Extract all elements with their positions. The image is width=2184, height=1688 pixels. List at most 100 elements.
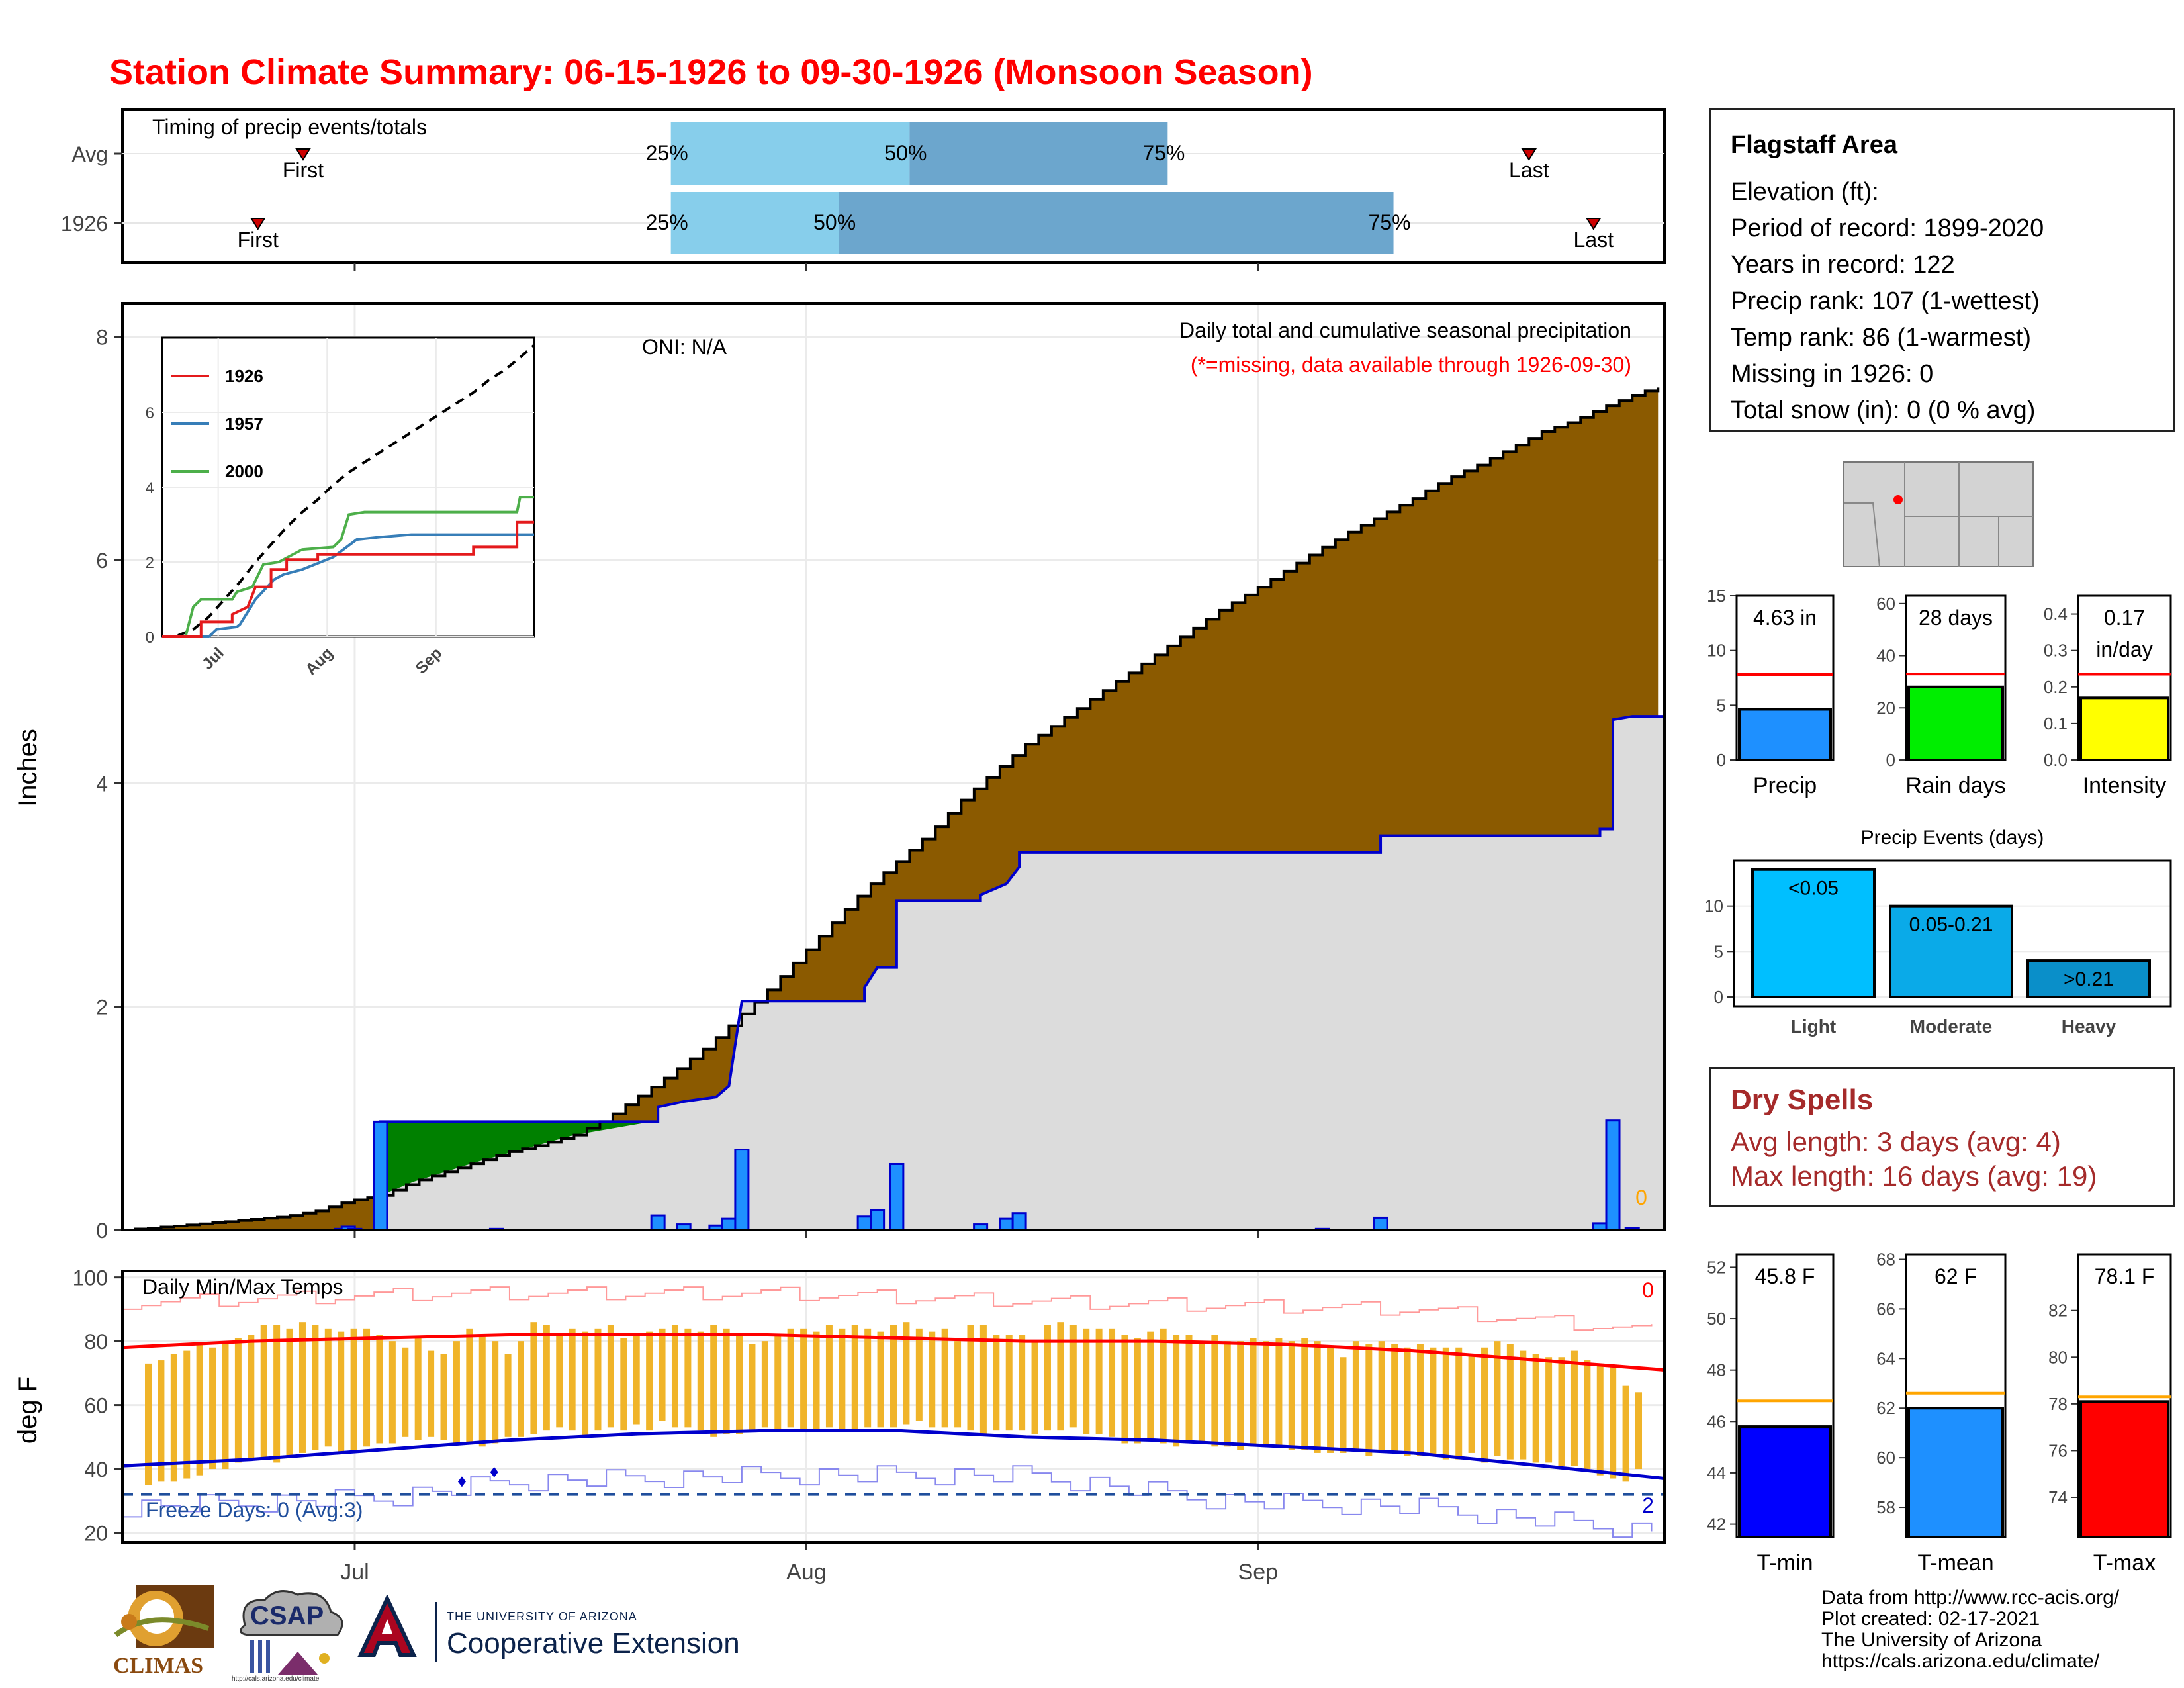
daily-temp-bar [749, 1344, 756, 1431]
timing-row-label: Avg [71, 142, 108, 166]
daily-temp-bar [1147, 1331, 1154, 1440]
timing-bar-50-75 [909, 122, 1168, 185]
tmin-summary-y-tick-label: 44 [1707, 1463, 1726, 1483]
precip-total-y-tick-label: 10 [1707, 641, 1726, 661]
rain-days-y-tick-label: 40 [1876, 646, 1895, 666]
tmax-summary-x-label: T-max [2093, 1550, 2156, 1575]
station-precip-rank: Precip rank: 107 (1-wettest) [1731, 287, 2040, 315]
dry-spells-max: Max length: 16 days (avg: 19) [1731, 1160, 2097, 1192]
daily-temp-bar [183, 1350, 191, 1479]
station-missing: Missing in 1926: 0 [1731, 360, 1934, 388]
rain-days-y-tick-label: 60 [1876, 594, 1895, 614]
daily-temp-bar [839, 1328, 846, 1431]
first-event-marker [250, 218, 266, 230]
temp-y-tick-label: 20 [84, 1522, 108, 1546]
csap-logo: CSAP http://cals.arizona.edu/climate [232, 1585, 351, 1685]
tmean-summary-value-label: 62 F [1934, 1264, 1977, 1288]
tmin-summary-y-tick-label: 52 [1707, 1257, 1726, 1277]
daily-temp-bar [170, 1354, 177, 1482]
ua-big-text: Cooperative Extension [447, 1627, 740, 1660]
rain-days-y-tick-label: 0 [1886, 750, 1895, 770]
daily-temp-bar [607, 1325, 614, 1428]
tmean-summary-y-tick-label: 66 [1876, 1299, 1895, 1319]
daily-temp-bar [1596, 1363, 1604, 1476]
tmax-summary-y-tick-label: 74 [2048, 1487, 2068, 1507]
daily-temp-bar [1185, 1335, 1193, 1444]
tmin-summary-value-bar [1738, 1425, 1832, 1538]
dry-spells-box: Dry Spells Avg length: 3 days (avg: 4) M… [1709, 1067, 2175, 1207]
oni-label: ONI: N/A [642, 335, 727, 359]
timing-panel-label: Timing of precip events/totals [152, 115, 427, 139]
daily-temp-bar [1301, 1338, 1308, 1450]
missing-note: (*=missing, data available through 1926-… [1191, 353, 1631, 377]
inset-legend-label: 1957 [225, 414, 263, 434]
precip-event-category: Heavy [2062, 1016, 2116, 1037]
station-snow: Total snow (in): 0 (0 % avg) [1731, 397, 2036, 424]
precip-total-x-label: Precip [1753, 773, 1817, 798]
daily-temp-bar [1365, 1344, 1373, 1456]
cumulative-surplus-area [380, 1120, 659, 1196]
credit-line-source: Data from http://www.rcc-acis.org/ [1821, 1587, 2120, 1609]
daily-temp-bar [890, 1325, 897, 1428]
daily-temp-bar [684, 1328, 692, 1428]
daily-temp-bar [1494, 1341, 1501, 1456]
daily-temp-bar [1031, 1341, 1038, 1434]
events-y-tick-label: 10 [1704, 896, 1723, 916]
daily-temp-bar [1198, 1341, 1205, 1444]
precip-event-bar [2026, 959, 2151, 998]
daily-temp-bar [363, 1328, 371, 1447]
daily-temp-bar [209, 1347, 216, 1470]
rain-days-x-label: Rain days [1905, 773, 2005, 798]
station-years: Years in record: 122 [1731, 251, 1955, 279]
precip-subtitle: Daily total and cumulative seasonal prec… [1179, 318, 1631, 342]
tmin-summary-y-tick-label: 48 [1707, 1360, 1726, 1380]
daily-temp-bar [530, 1322, 537, 1434]
precip-event-bar-label: <0.05 [1788, 878, 1839, 900]
daily-temp-bar [402, 1347, 409, 1437]
rain-days-value-label: 28 days [1919, 606, 1993, 630]
ua-small-text: THE UNIVERSITY OF ARIZONA [447, 1610, 637, 1623]
inset-legend-label: 1926 [225, 366, 263, 386]
credit-line-url: https://cals.arizona.edu/climate/ [1821, 1650, 2100, 1672]
daily-temp-bar [414, 1338, 422, 1440]
temp-count-top: 0 [1642, 1278, 1654, 1302]
dry-spells-title: Dry Spells [1731, 1084, 1874, 1116]
record-low-marker [457, 1476, 466, 1487]
daily-temp-bar [736, 1335, 743, 1434]
timing-p75-label: 75% [1142, 141, 1185, 165]
station-temp-rank: Temp rank: 86 (1-warmest) [1731, 324, 2032, 352]
tmean-summary-y-tick-label: 64 [1876, 1348, 1895, 1368]
daily-temp-bar [1288, 1341, 1295, 1450]
daily-temp-bar [1275, 1338, 1283, 1447]
daily-precip-bar [1605, 1119, 1621, 1231]
cumulative-current-line [122, 715, 1664, 1231]
daily-temp-bar [504, 1354, 512, 1437]
daily-temp-bar [298, 1322, 306, 1453]
daily-temp-bar [144, 1363, 152, 1485]
inset-1926-line [162, 520, 534, 638]
daily-temp-bar [248, 1335, 255, 1460]
temp-y-tick-label: 60 [84, 1394, 108, 1418]
daily-temp-bar [428, 1350, 435, 1437]
daily-temp-bar [453, 1341, 460, 1444]
timing-bar-25-50 [670, 122, 910, 185]
daily-temp-bar [979, 1325, 987, 1434]
climas-logo: CLIMAS [109, 1582, 215, 1681]
tmax-summary-y-tick-label: 76 [2048, 1440, 2068, 1460]
daily-temp-bar [440, 1354, 447, 1440]
station-period: Period of record: 1899-2020 [1731, 214, 2044, 242]
daily-temp-bar [1237, 1341, 1244, 1450]
precip-events-title: Precip Events (days) [1861, 827, 2044, 849]
daily-temp-bar [158, 1360, 165, 1482]
daily-temp-bar [800, 1328, 807, 1431]
climas-logo-graphic [114, 1585, 214, 1648]
credit-line-university: The University of Arizona [1821, 1629, 2042, 1651]
daily-temp-bar [915, 1328, 923, 1421]
daily-temp-bar [1314, 1341, 1321, 1453]
dry-spells-avg: Avg length: 3 days (avg: 4) [1731, 1126, 2061, 1157]
average-tmin-line [122, 1429, 1665, 1481]
tmean-summary-y-tick-label: 62 [1876, 1398, 1895, 1418]
daily-temp-bar [1005, 1335, 1013, 1431]
temp-y-tick-label: 40 [84, 1458, 108, 1481]
precip-total-y-tick-label: 0 [1717, 750, 1726, 770]
